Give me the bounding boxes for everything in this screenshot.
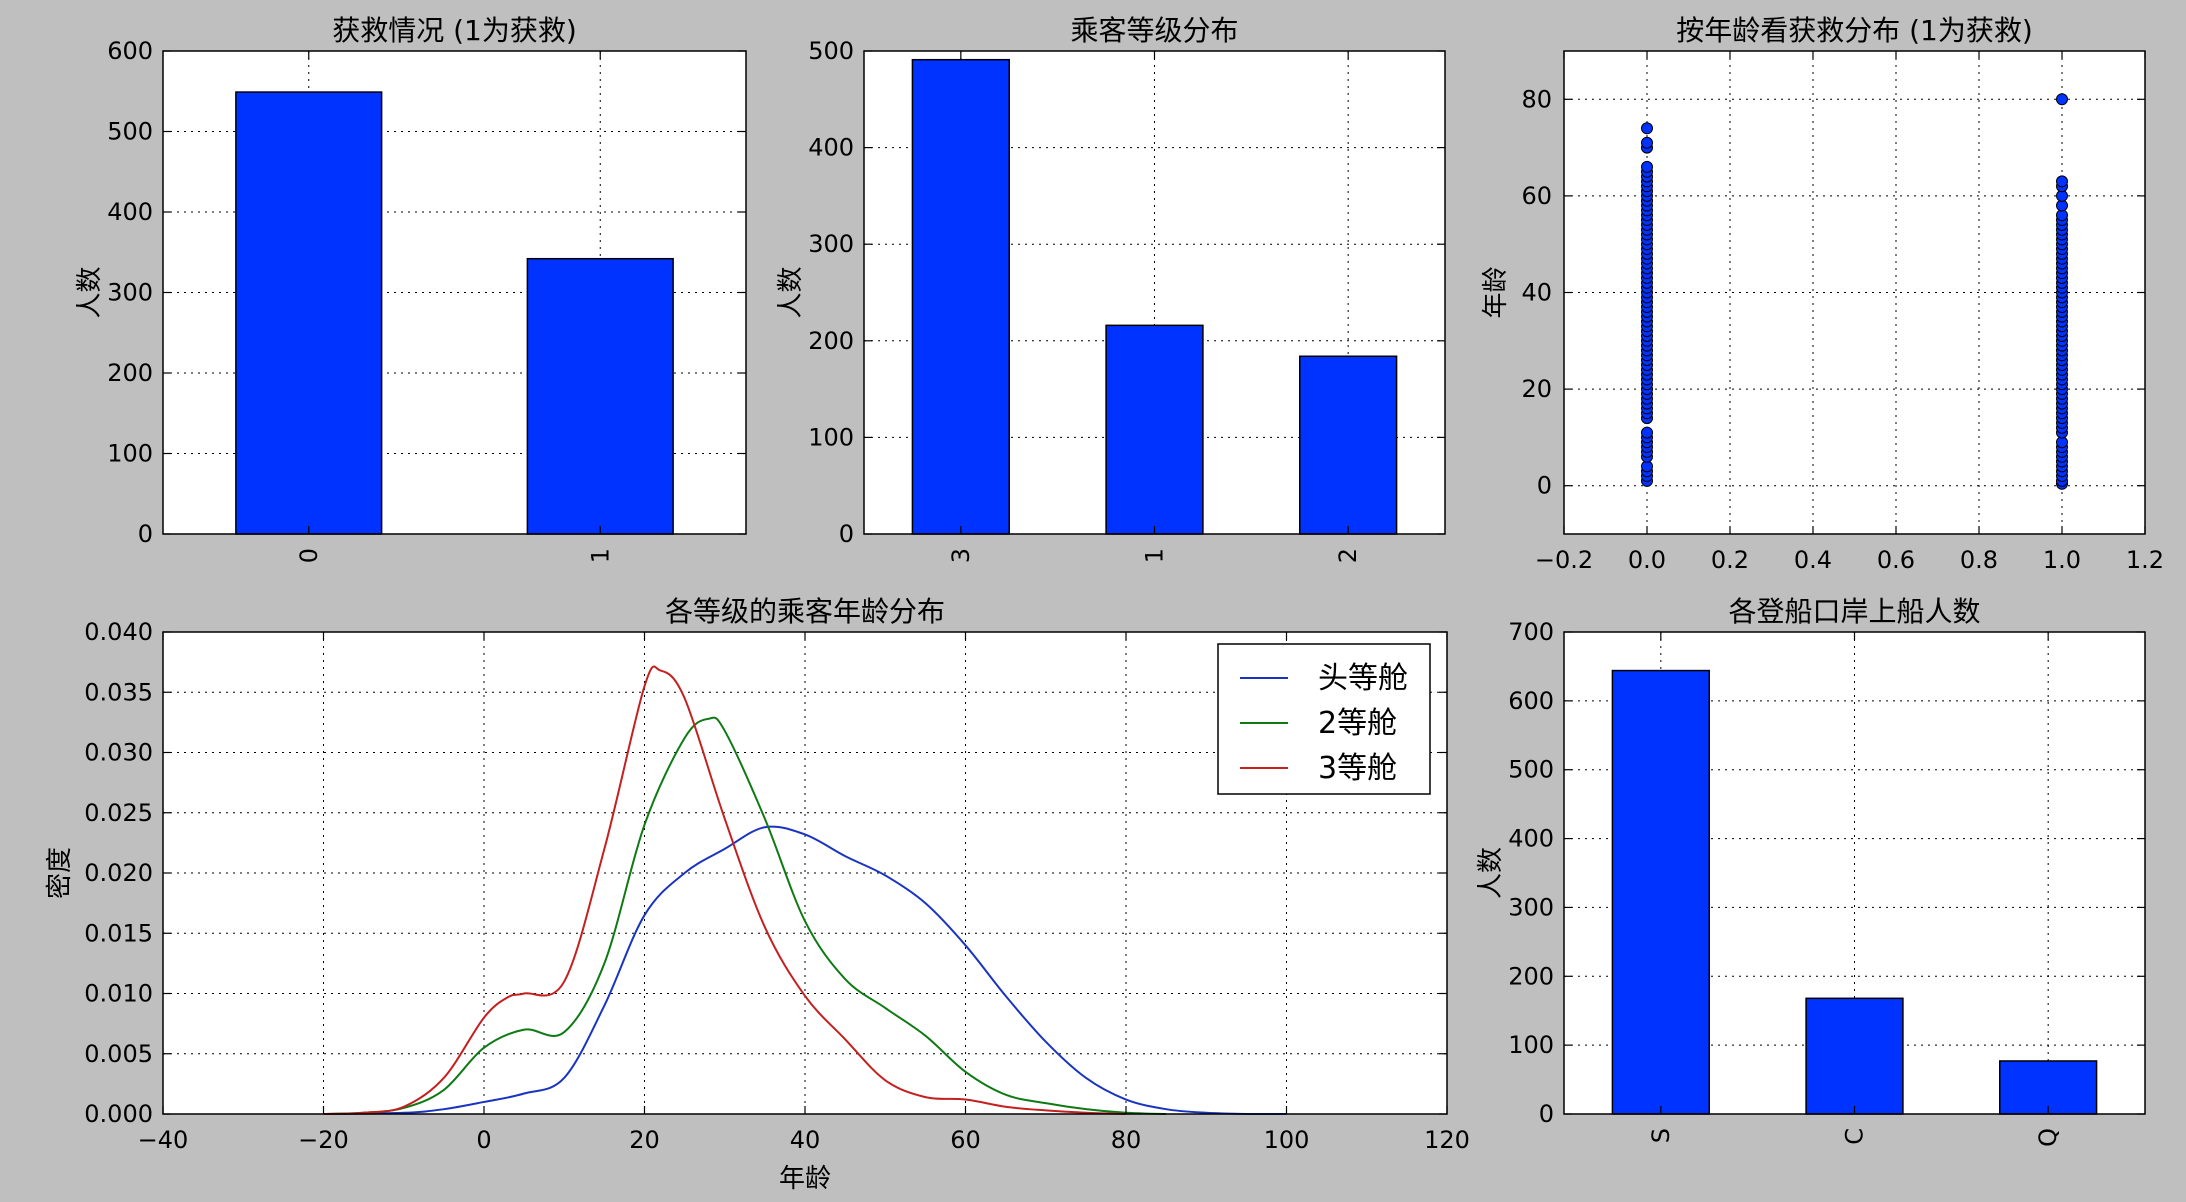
legend-label: 2等舱 <box>1318 706 1397 741</box>
y-tick-label: 700 <box>1508 618 1554 646</box>
y-tick-label: 300 <box>107 279 153 307</box>
y-tick-label: 600 <box>107 37 153 65</box>
chart-title: 各等级的乘客年龄分布 <box>665 595 945 628</box>
legend: 头等舱 2等舱 3等舱 <box>1217 643 1431 795</box>
y-tick-label: 200 <box>808 327 854 355</box>
y-tick-label: 0.025 <box>84 799 153 827</box>
x-tick-label: 1 <box>1141 548 1169 563</box>
x-tick-label: 2 <box>1334 548 1362 563</box>
x-tick-label: −0.2 <box>1535 546 1593 574</box>
y-axis-label: 人数 <box>776 266 806 318</box>
scatter-point <box>1641 426 1653 439</box>
legend-label: 头等舱 <box>1318 661 1408 696</box>
bar-3 <box>911 58 1011 535</box>
bar-S <box>1611 669 1710 1115</box>
y-tick-label: 500 <box>107 118 153 146</box>
y-tick-label: 40 <box>1521 279 1552 307</box>
chart-title: 乘客等级分布 <box>1070 14 1238 47</box>
bar-2 <box>1299 355 1398 535</box>
y-axis-label: 人数 <box>75 266 105 318</box>
x-tick-label: 0.4 <box>1794 546 1832 574</box>
y-axis-label: 人数 <box>1476 847 1506 899</box>
bar-0 <box>235 91 383 535</box>
y-tick-label: 60 <box>1521 182 1552 210</box>
y-tick-label: 0.005 <box>84 1040 153 1068</box>
y-tick-label: 400 <box>1508 825 1554 853</box>
y-tick-label: 0 <box>1537 472 1552 500</box>
y-tick-label: 0.020 <box>84 859 153 887</box>
chart-4: −40 −20 0 20 40 60 80 100 120 0.000 0.005 0.010 0.01… <box>45 595 1470 1194</box>
x-tick-label: 20 <box>629 1126 660 1154</box>
y-tick-label: 0 <box>138 520 153 548</box>
y-tick-label: 100 <box>107 440 153 468</box>
y-tick-label: 0 <box>1539 1100 1554 1128</box>
y-tick-label: 500 <box>808 37 854 65</box>
y-tick-label: 0.010 <box>84 980 153 1008</box>
legend-label: 3等舱 <box>1318 751 1397 786</box>
y-tick-label: 0.040 <box>84 618 153 646</box>
scatter-point <box>1641 160 1653 173</box>
x-tick-label: 0 <box>295 548 323 563</box>
y-axis-label: 年龄 <box>1481 266 1511 318</box>
y-tick-label: 300 <box>808 230 854 258</box>
series-line-头等舱 <box>323 825 1287 1116</box>
y-tick-label: 400 <box>808 134 854 162</box>
y-tick-label: 0.015 <box>84 919 153 947</box>
y-tick-label: 100 <box>1508 1031 1554 1059</box>
y-tick-label: 600 <box>1508 687 1554 715</box>
x-tick-label: −20 <box>298 1126 349 1154</box>
x-tick-label: S <box>1647 1128 1675 1143</box>
chart-title: 各登船口岸上船人数 <box>1728 595 1980 628</box>
chart-3: −0.2 0.0 0.2 0.4 0.6 0.8 1.0 1.2 0 20 40 60 80 按年龄看获救… <box>1481 14 2164 574</box>
x-tick-label: 40 <box>790 1126 821 1154</box>
y-tick-label: 80 <box>1521 85 1552 113</box>
scatter-point <box>1641 122 1653 135</box>
scatter-point <box>2056 93 2068 106</box>
y-axis-label: 密度 <box>45 847 75 899</box>
x-tick-label: 0.6 <box>1877 546 1915 574</box>
series-line-2等舱 <box>323 716 1167 1115</box>
y-tick-label: 300 <box>1508 893 1554 921</box>
y-tick-label: 400 <box>107 198 153 226</box>
x-tick-label: Q <box>2034 1128 2062 1147</box>
bar-C <box>1805 997 1904 1115</box>
y-tick-label: 0 <box>839 520 854 548</box>
series-line-3等舱 <box>323 665 1127 1115</box>
chart-title: 获救情况 (1为获救) <box>332 14 577 47</box>
y-tick-label: 20 <box>1521 375 1552 403</box>
x-tick-label: 100 <box>1264 1126 1310 1154</box>
y-tick-label: 500 <box>1508 756 1554 784</box>
x-tick-label: C <box>1841 1128 1869 1145</box>
scatter-point <box>1641 136 1653 149</box>
bar-1 <box>1105 324 1204 535</box>
y-tick-label: 0.000 <box>84 1100 153 1128</box>
chart-1: 0 100 200 300 400 500 600 0 1 获救情况 (1为获救) 人数 <box>75 14 747 563</box>
x-axis-label: 年龄 <box>779 1164 831 1194</box>
y-tick-label: 0.030 <box>84 739 153 767</box>
y-tick-label: 200 <box>107 359 153 387</box>
bar-Q <box>1999 1060 2098 1115</box>
x-tick-label: 0.0 <box>1628 546 1666 574</box>
x-tick-label: 60 <box>950 1126 981 1154</box>
x-tick-label: 3 <box>947 548 975 563</box>
y-tick-label: 200 <box>1508 962 1554 990</box>
x-tick-label: 0 <box>476 1126 491 1154</box>
scatter-point <box>2056 175 2068 188</box>
y-tick-label: 0.035 <box>84 678 153 706</box>
x-tick-label: 80 <box>1111 1126 1142 1154</box>
y-tick-label: 100 <box>808 423 854 451</box>
x-tick-label: 1 <box>586 548 614 563</box>
chart-title: 按年龄看获救分布 (1为获救) <box>1676 14 2033 47</box>
bar-1 <box>526 257 674 535</box>
x-tick-label: 1.2 <box>2126 546 2164 574</box>
x-tick-label: 0.8 <box>1960 546 1998 574</box>
x-tick-label: 0.2 <box>1711 546 1749 574</box>
x-tick-label: −40 <box>138 1126 189 1154</box>
x-tick-label: 120 <box>1424 1126 1470 1154</box>
x-tick-label: 1.0 <box>2043 546 2081 574</box>
